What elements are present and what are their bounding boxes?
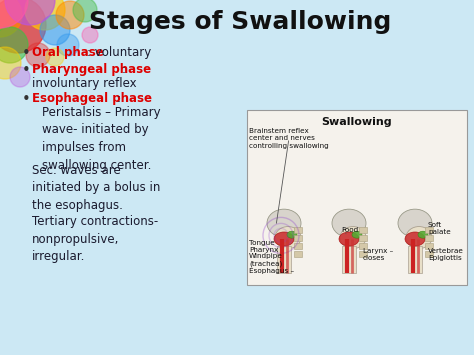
Bar	[359, 235, 367, 241]
Text: Food: Food	[341, 227, 358, 233]
Ellipse shape	[405, 232, 425, 246]
Ellipse shape	[406, 226, 432, 248]
Circle shape	[0, 0, 46, 53]
Text: :: :	[122, 63, 126, 76]
FancyBboxPatch shape	[408, 246, 422, 273]
Bar	[425, 251, 433, 257]
FancyBboxPatch shape	[277, 246, 291, 273]
Circle shape	[56, 1, 84, 29]
Text: Brainstem reflex
center and nerves
controlling swallowing: Brainstem reflex center and nerves contr…	[249, 128, 329, 149]
Bar	[359, 243, 367, 249]
Ellipse shape	[352, 231, 362, 238]
Text: Windpipe
(trachea): Windpipe (trachea)	[249, 253, 283, 267]
Ellipse shape	[332, 209, 366, 237]
Bar	[425, 243, 433, 249]
Text: Swallowing: Swallowing	[322, 117, 392, 127]
Text: •: •	[22, 92, 31, 107]
Text: Vertebrae
Epiglottis: Vertebrae Epiglottis	[428, 248, 464, 261]
Circle shape	[57, 34, 79, 56]
FancyBboxPatch shape	[247, 110, 467, 285]
Circle shape	[26, 43, 50, 67]
Bar	[294, 251, 302, 257]
Text: Tertiary contractions-
nonpropulsive,
irregular.: Tertiary contractions- nonpropulsive, ir…	[32, 215, 158, 263]
Bar	[359, 227, 367, 233]
Text: Peristalsis – Primary
wave- initiated by
impulses from
swallowing center.: Peristalsis – Primary wave- initiated by…	[42, 106, 161, 171]
Circle shape	[10, 67, 30, 87]
Circle shape	[0, 47, 21, 79]
Text: : voluntary: : voluntary	[87, 46, 151, 59]
Text: involuntary reflex: involuntary reflex	[32, 77, 137, 90]
Ellipse shape	[340, 226, 366, 248]
Bar	[425, 235, 433, 241]
Text: •: •	[22, 63, 31, 78]
Circle shape	[5, 0, 55, 25]
Ellipse shape	[398, 209, 432, 237]
FancyBboxPatch shape	[342, 246, 356, 273]
Text: Stages of Swallowing: Stages of Swallowing	[89, 10, 391, 34]
Text: Soft
palate: Soft palate	[428, 222, 451, 235]
Text: •: •	[22, 46, 31, 61]
Bar	[294, 235, 302, 241]
Text: Oral phase: Oral phase	[32, 46, 104, 59]
Bar	[425, 227, 433, 233]
Ellipse shape	[274, 232, 294, 246]
Text: Tongue
Pharynx: Tongue Pharynx	[249, 240, 278, 253]
Text: :: :	[117, 92, 121, 105]
Text: Esophageal phase: Esophageal phase	[32, 92, 152, 105]
Ellipse shape	[267, 209, 301, 237]
Text: Pharyngeal phase: Pharyngeal phase	[32, 63, 151, 76]
Ellipse shape	[339, 232, 359, 246]
Circle shape	[73, 0, 97, 22]
Circle shape	[0, 27, 28, 63]
Ellipse shape	[275, 226, 301, 248]
Text: Sec. waves are
initiated by a bolus in
the esophagus.: Sec. waves are initiated by a bolus in t…	[32, 164, 160, 212]
Circle shape	[40, 15, 70, 45]
Bar	[294, 243, 302, 249]
Circle shape	[0, 0, 22, 37]
Circle shape	[0, 0, 28, 28]
Text: Esophagus –: Esophagus –	[249, 268, 294, 274]
Circle shape	[25, 0, 65, 30]
Ellipse shape	[418, 231, 428, 238]
Bar	[294, 227, 302, 233]
Circle shape	[82, 27, 98, 43]
Circle shape	[46, 48, 64, 66]
Ellipse shape	[287, 231, 297, 238]
Bar	[359, 251, 367, 257]
Text: Larynx –
closes: Larynx – closes	[363, 248, 393, 261]
